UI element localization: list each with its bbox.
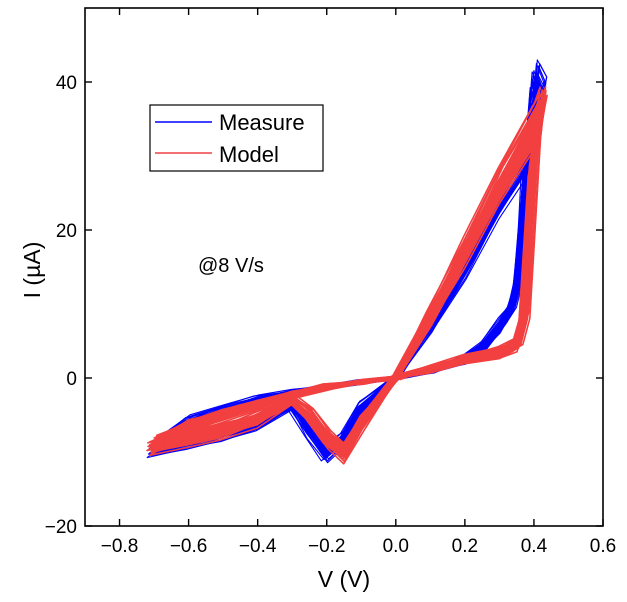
model-cycle bbox=[155, 131, 538, 444]
model-cycle bbox=[148, 89, 547, 465]
x-tick-label: −0.6 bbox=[170, 536, 208, 557]
model-cycle bbox=[160, 128, 543, 453]
data-layer bbox=[146, 59, 548, 465]
legend-label-model: Model bbox=[219, 142, 279, 167]
x-tick-label: −0.4 bbox=[239, 536, 277, 557]
tick-layer: −0.8 −0.6 −0.4 −0.2 0.0 0.2 0.4 0.6 −20 0 20 40 bbox=[45, 8, 616, 557]
legend-box bbox=[149, 104, 324, 172]
x-tick-label: 0.0 bbox=[383, 536, 409, 557]
model-cycle bbox=[151, 124, 537, 453]
model-cycle bbox=[158, 127, 541, 447]
scan-rate-annotation: @8 V/s bbox=[198, 255, 264, 277]
y-axis-title: I (µA) bbox=[19, 242, 45, 299]
model-cycle bbox=[156, 124, 543, 456]
x-tick-label: 0.2 bbox=[452, 536, 478, 557]
model-cycle bbox=[151, 106, 542, 453]
model-cycle bbox=[156, 126, 539, 452]
y-tick-label: 0 bbox=[66, 369, 77, 390]
x-tick-label: −0.8 bbox=[101, 536, 139, 557]
legend: Measure Model bbox=[149, 104, 324, 172]
y-tick-label: 40 bbox=[56, 73, 77, 94]
model-cycle bbox=[159, 136, 537, 447]
model-cycle bbox=[156, 127, 540, 444]
measure-cycle bbox=[149, 70, 540, 452]
legend-label-measure: Measure bbox=[219, 110, 305, 135]
series-model bbox=[146, 85, 548, 465]
x-tick-label: 0.6 bbox=[590, 536, 616, 557]
x-axis-title: V (V) bbox=[318, 566, 370, 592]
x-tick-label: 0.4 bbox=[521, 536, 548, 557]
model-cycle bbox=[159, 134, 541, 453]
x-tick-label: −0.2 bbox=[308, 536, 346, 557]
model-cycle bbox=[156, 134, 538, 453]
model-cycle bbox=[156, 134, 538, 451]
y-tick-label: −20 bbox=[45, 517, 77, 538]
y-tick-label: 20 bbox=[56, 221, 77, 242]
plot-frame bbox=[84, 7, 604, 527]
